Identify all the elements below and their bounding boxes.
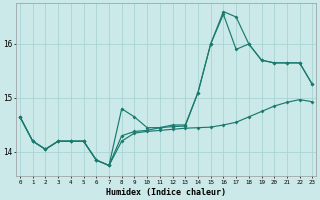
X-axis label: Humidex (Indice chaleur): Humidex (Indice chaleur) (106, 188, 226, 197)
